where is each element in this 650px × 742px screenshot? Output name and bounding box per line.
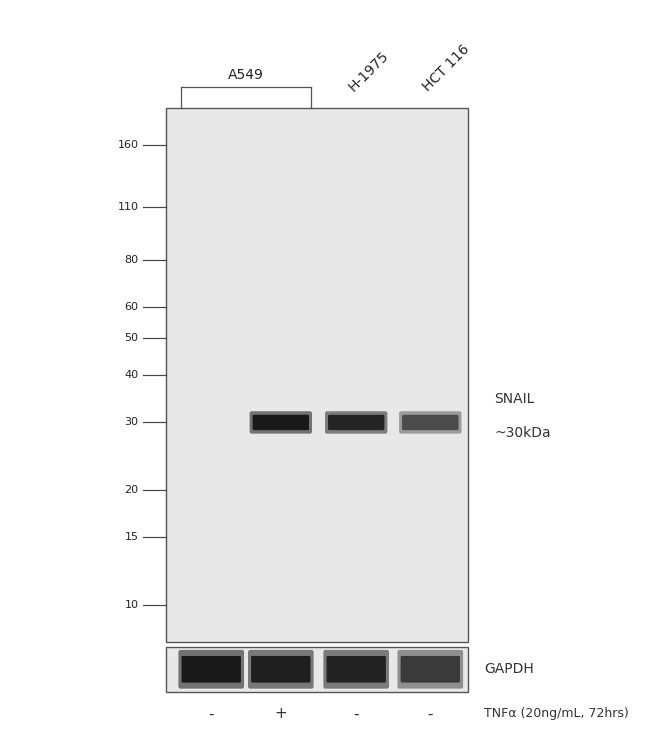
Text: 110: 110	[118, 202, 138, 211]
FancyBboxPatch shape	[253, 415, 309, 430]
Bar	[166, 108, 468, 642]
Text: +: +	[274, 706, 287, 721]
FancyBboxPatch shape	[324, 650, 389, 689]
Text: SNAIL: SNAIL	[494, 392, 534, 406]
Text: GAPDH: GAPDH	[484, 663, 534, 676]
Text: -: -	[428, 706, 433, 721]
FancyBboxPatch shape	[181, 656, 241, 683]
FancyBboxPatch shape	[399, 411, 461, 433]
FancyBboxPatch shape	[402, 415, 458, 430]
Text: 20: 20	[124, 485, 138, 495]
FancyBboxPatch shape	[328, 415, 384, 430]
Text: 60: 60	[124, 303, 138, 312]
FancyBboxPatch shape	[178, 650, 244, 689]
Text: A549: A549	[228, 68, 264, 82]
Text: 50: 50	[124, 332, 138, 343]
Text: 80: 80	[124, 255, 138, 265]
Bar	[166, 647, 468, 692]
Text: 160: 160	[118, 139, 138, 150]
FancyBboxPatch shape	[326, 656, 386, 683]
FancyBboxPatch shape	[400, 656, 460, 683]
Text: -: -	[354, 706, 359, 721]
Text: ~30kDa: ~30kDa	[494, 426, 551, 440]
Text: H-1975: H-1975	[346, 49, 392, 94]
Text: HCT 116: HCT 116	[421, 42, 473, 94]
Text: 40: 40	[124, 370, 138, 380]
FancyBboxPatch shape	[398, 650, 463, 689]
FancyBboxPatch shape	[251, 656, 311, 683]
Text: 10: 10	[124, 600, 138, 610]
Text: 15: 15	[124, 533, 138, 542]
Text: 30: 30	[124, 418, 138, 427]
FancyBboxPatch shape	[250, 411, 312, 433]
Text: TNFα (20ng/mL, 72hrs): TNFα (20ng/mL, 72hrs)	[484, 707, 629, 720]
FancyBboxPatch shape	[248, 650, 313, 689]
Text: -: -	[209, 706, 214, 721]
FancyBboxPatch shape	[325, 411, 387, 433]
